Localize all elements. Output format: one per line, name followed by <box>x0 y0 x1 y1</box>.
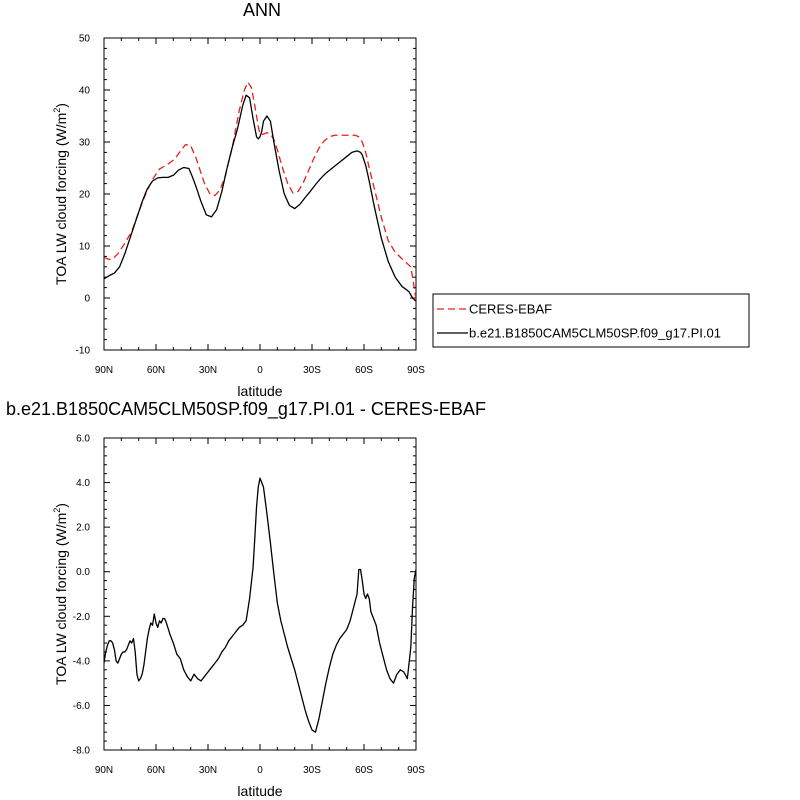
y-tick-label: 0 <box>84 294 90 305</box>
y-axis-label-superscript: 2 <box>52 108 62 113</box>
x-axis-label: latitude <box>237 783 282 799</box>
top-panel: ANN -10 0 10 20 30 40 50 90N 60N 30N 0 30S 60S 90S lati… <box>52 0 750 399</box>
y-tick-label: 40 <box>79 86 91 97</box>
legend-label-1: b.e21.B1850CAM5CLM50SP.f09_g17.PI.01 <box>469 326 721 341</box>
y-axis-label-close: ) <box>53 503 69 508</box>
x-tick-label: 60S <box>355 765 373 776</box>
y-tick-label: 6.0 <box>76 434 90 445</box>
y-tick-label: -4.0 <box>73 656 91 667</box>
bottom-panel: b.e21.B1850CAM5CLM50SP.f09_g17.PI.01 - C… <box>6 399 486 799</box>
legend-label-0: CERES-EBAF <box>469 302 552 317</box>
y-tick-label: 30 <box>79 138 91 149</box>
y-tick-label: -6.0 <box>73 701 91 712</box>
x-tick-label: 30N <box>199 765 217 776</box>
chart-title: b.e21.B1850CAM5CLM50SP.f09_g17.PI.01 - C… <box>6 399 486 420</box>
x-tick-label: 90S <box>407 765 425 776</box>
y-tick-label: 4.0 <box>76 478 90 489</box>
x-tick-label: 90S <box>407 365 425 376</box>
y-tick-label: -2.0 <box>73 612 91 623</box>
y-axis-label-close: ) <box>53 103 69 108</box>
x-tick-label: 90N <box>95 765 113 776</box>
legend-box <box>432 293 750 348</box>
y-axis-label: TOA LW cloud forcing (W/m2) <box>52 103 69 285</box>
plot-frame <box>103 437 417 751</box>
y-tick-label: 50 <box>79 34 91 45</box>
series-line-1 <box>104 94 416 302</box>
plot-frame <box>103 37 417 351</box>
x-tick-label: 60S <box>355 365 373 376</box>
chart-title: ANN <box>243 0 281 20</box>
y-tick-label: 20 <box>79 190 91 201</box>
x-tick-label: 60N <box>147 365 165 376</box>
x-tick-label: 60N <box>147 765 165 776</box>
y-tick-label: 0.0 <box>76 567 90 578</box>
y-axis-label-text: TOA LW cloud forcing (W/m <box>53 513 69 685</box>
y-tick-label: 2.0 <box>76 523 90 534</box>
y-tick-label: -10 <box>76 346 91 357</box>
y-axis-label-superscript: 2 <box>52 508 62 513</box>
x-axis-label: latitude <box>237 383 282 399</box>
x-tick-label: 90N <box>95 365 113 376</box>
series-line-0 <box>104 81 416 300</box>
x-tick-label: 0 <box>257 365 263 376</box>
series-line-0 <box>104 477 416 733</box>
x-tick-label: 30S <box>303 765 321 776</box>
y-tick-label: -8.0 <box>73 746 91 757</box>
legend: CERES-EBAF b.e21.B1850CAM5CLM50SP.f09_g17… <box>432 293 750 348</box>
y-tick-label: 10 <box>79 242 91 253</box>
x-tick-label: 30N <box>199 365 217 376</box>
x-tick-label: 0 <box>257 765 263 776</box>
y-axis-label: TOA LW cloud forcing (W/m2) <box>52 503 69 685</box>
x-tick-label: 30S <box>303 365 321 376</box>
y-axis-label-text: TOA LW cloud forcing (W/m <box>53 113 69 285</box>
